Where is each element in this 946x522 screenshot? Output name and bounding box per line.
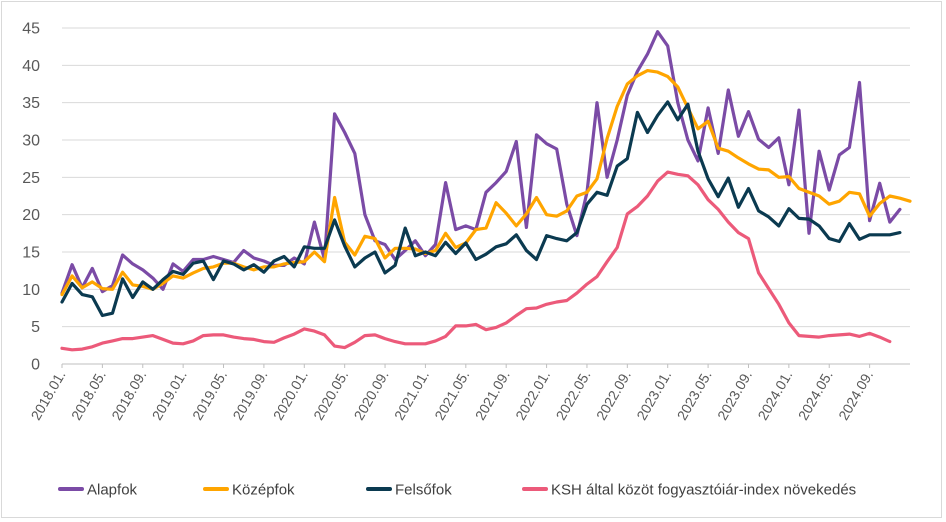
legend-label: Felsőfok [395, 482, 452, 499]
y-tick-label: 5 [31, 319, 40, 336]
x-tick-label: 2022.09. [593, 368, 634, 423]
x-tick-label: 2022.01. [512, 368, 553, 423]
x-tick-label: 2024.05. [795, 368, 836, 423]
x-tick-label: 2021.05. [431, 368, 472, 423]
series-line-2 [60, 68, 912, 297]
legend-label: KSH által közöt fogyasztóiár-index növek… [551, 482, 856, 499]
x-tick-label: 2024.01. [754, 368, 795, 423]
y-tick-label: 15 [22, 245, 40, 262]
y-tick-label: 0 [31, 357, 40, 374]
x-tick-label: 2022.05. [552, 368, 593, 423]
x-tick-label: 2023.01. [633, 368, 674, 423]
x-tick-label: 2018.01. [27, 368, 68, 423]
y-tick-label: 30 [22, 133, 40, 150]
legend-label: Alapfok [87, 482, 138, 499]
gridlines [62, 27, 910, 365]
y-tick-label: 20 [22, 207, 40, 224]
x-tick-label: 2019.01. [149, 368, 190, 423]
x-tick-label: 2023.05. [674, 368, 715, 423]
series-line-4 [60, 170, 892, 352]
x-axis: 2018.01. 2018.05. 2018.09. 2019.01. 2019.05.… [27, 364, 876, 423]
series-line-1 [60, 30, 902, 295]
legend: Alapfok Középfok Felsőfok KSH által közöt f… [58, 482, 856, 499]
x-tick-label: 2018.05. [68, 368, 109, 423]
x-tick-label: 2020.09. [351, 368, 392, 423]
x-tick-label: 2018.09. [108, 368, 149, 423]
series-lines [60, 30, 912, 352]
y-tick-label: 25 [22, 170, 40, 187]
x-tick-label: 2019.09. [229, 368, 270, 423]
x-tick-label: 2019.05. [189, 368, 230, 423]
x-tick-label: 2021.01. [391, 368, 432, 423]
y-tick-label: 35 [22, 95, 40, 112]
x-tick-label: 2020.01. [270, 368, 311, 423]
x-tick-label: 2021.09. [472, 368, 513, 423]
y-tick-label: 40 [22, 58, 40, 75]
x-tick-label: 2024.09. [835, 368, 876, 423]
legend-label: Középfok [232, 482, 295, 499]
y-axis: 0 5 10 15 20 25 30 35 40 45 [22, 21, 40, 374]
x-tick-label: 2020.05. [310, 368, 351, 423]
series-line-3 [60, 100, 902, 318]
y-tick-label: 45 [22, 21, 40, 38]
x-tick-label: 2023.09. [714, 368, 755, 423]
y-tick-label: 10 [22, 282, 40, 299]
